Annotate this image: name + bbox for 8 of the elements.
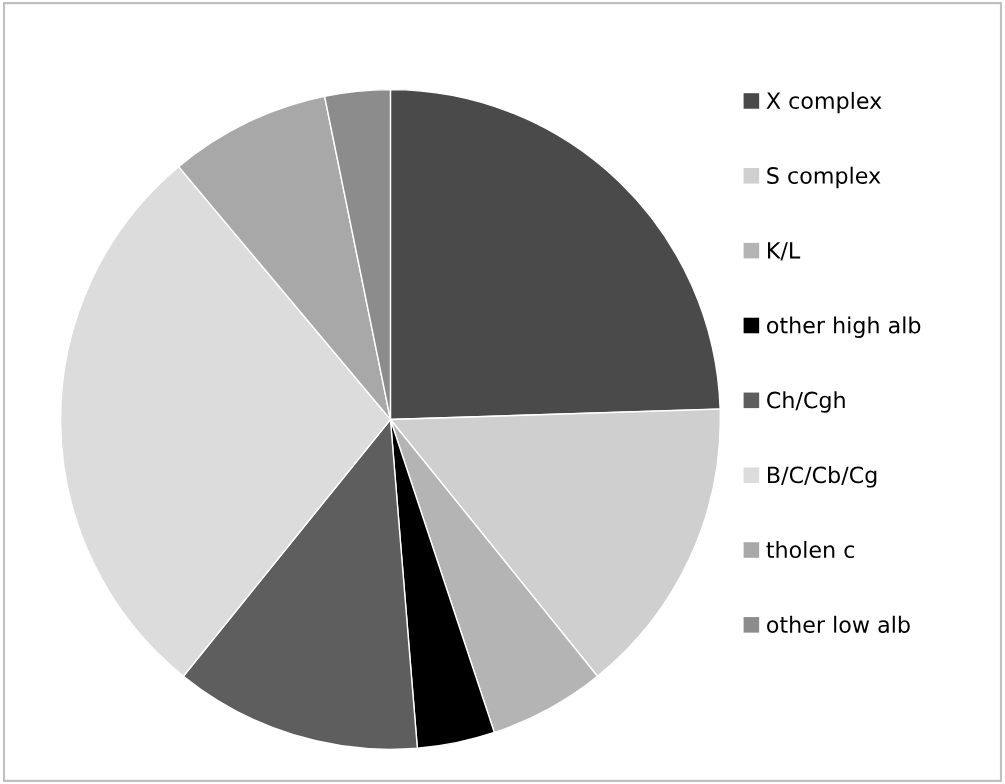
legend-label: X complex	[766, 91, 882, 114]
legend-label: Ch/Cgh	[767, 391, 845, 413]
legend-label: other low alb	[767, 615, 910, 633]
legend-label: B/C/Cb/Cg	[768, 466, 877, 488]
legend-label: tholen c	[766, 540, 855, 559]
legend-label: K/L	[768, 242, 801, 261]
legend-label: S complex	[767, 166, 881, 189]
legend-label: other high alb	[767, 316, 921, 338]
